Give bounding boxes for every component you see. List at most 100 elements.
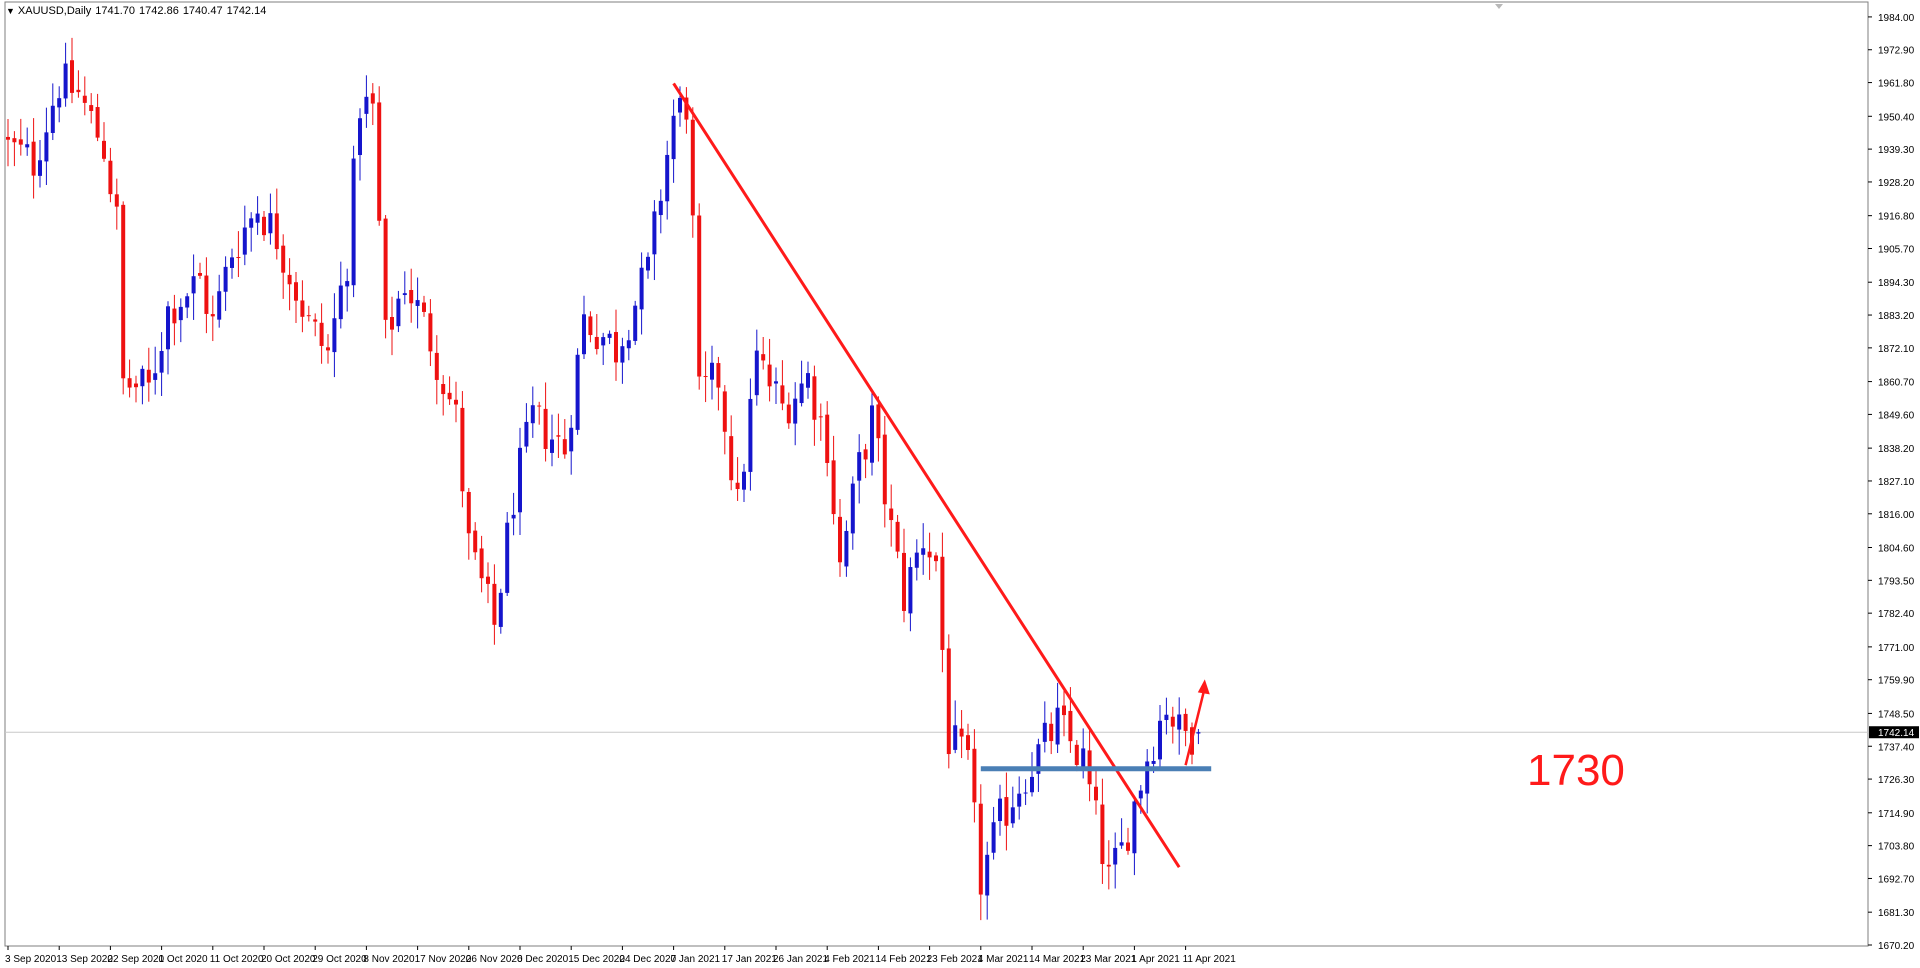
candle-body: [1094, 786, 1098, 801]
candle-body: [63, 63, 68, 99]
candle-body: [1126, 842, 1130, 851]
time-tick-label: 17 Jan 2021: [722, 954, 777, 965]
candle-body: [812, 376, 817, 420]
candle-body: [626, 340, 631, 349]
candle: [569, 415, 574, 475]
price-tick-label: 1793.50: [1878, 576, 1915, 587]
candle: [556, 413, 561, 459]
candle: [588, 311, 593, 343]
candle: [658, 189, 663, 234]
candle-body: [876, 404, 881, 439]
candle: [524, 403, 529, 453]
candle: [326, 334, 330, 364]
candle: [159, 332, 164, 396]
candle-body: [799, 383, 804, 404]
dropdown-triangle-icon[interactable]: ▼: [6, 6, 15, 16]
candle-body: [498, 592, 503, 627]
candle: [89, 93, 94, 124]
candle: [422, 295, 426, 317]
candle: [844, 520, 849, 577]
shift-marker-icon[interactable]: [1495, 4, 1503, 9]
candle-body: [620, 346, 625, 363]
candle-body: [89, 105, 94, 111]
candle-body: [972, 748, 977, 803]
candle-body: [614, 332, 618, 363]
candle-body: [108, 160, 113, 195]
candle-body: [210, 314, 215, 317]
candle: [1042, 701, 1047, 753]
projection-arrow-shaft: [1184, 687, 1207, 766]
price-tick-label: 1737.40: [1878, 742, 1915, 753]
candle-body: [479, 548, 484, 579]
candle-body: [31, 141, 36, 176]
candle: [370, 83, 375, 126]
candle-body: [338, 285, 343, 320]
candle-body: [582, 314, 586, 355]
current-price-tag: [1869, 726, 1919, 739]
candle-body: [1151, 760, 1156, 764]
candle-body: [396, 298, 401, 327]
candle: [902, 528, 906, 623]
candle: [1023, 779, 1028, 806]
time-tick-label: 14 Feb 2021: [875, 954, 932, 965]
candle-body: [300, 300, 305, 317]
open-price: 1741.70: [95, 5, 136, 17]
candle: [1030, 752, 1034, 797]
candle-body: [889, 508, 894, 521]
time-tick-label: 3 Sep 2020: [5, 954, 57, 965]
candle-body: [882, 434, 887, 505]
candle: [774, 367, 778, 405]
candle: [991, 806, 996, 860]
candle-body: [1119, 842, 1124, 846]
time-tick-label: 23 Feb 2021: [927, 954, 984, 965]
time-tick-label: 11 Apr 2021: [1183, 954, 1237, 965]
candle-body: [390, 317, 394, 330]
candle: [1074, 740, 1079, 772]
candle-body: [428, 313, 433, 352]
time-tick-label: 4 Feb 2021: [824, 954, 875, 965]
candle: [486, 562, 490, 604]
candle-body: [735, 482, 740, 490]
candle: [95, 93, 100, 142]
candle-body: [511, 514, 516, 519]
price-tick-label: 1782.40: [1878, 609, 1915, 620]
candle: [1010, 786, 1015, 828]
candle: [1062, 689, 1066, 737]
candle-body: [146, 369, 151, 383]
candle-body: [838, 516, 842, 563]
candle-body: [44, 132, 49, 162]
candle: [786, 392, 791, 429]
candle: [1132, 795, 1137, 876]
candle-body: [556, 435, 561, 437]
candle: [345, 268, 350, 312]
price-tick-label: 1759.90: [1878, 676, 1915, 687]
candle-body: [127, 378, 132, 388]
candle: [518, 427, 522, 535]
symbol-timeframe: XAUUSD,Daily: [17, 5, 92, 17]
candle: [690, 107, 695, 238]
candle: [217, 274, 222, 328]
support-level-annotation: 1730: [1527, 746, 1625, 795]
candle: [838, 498, 842, 577]
candle: [146, 347, 151, 402]
candle-body: [383, 218, 388, 320]
candle: [287, 258, 292, 311]
candle: [863, 443, 868, 479]
candle-body: [223, 266, 228, 292]
high-price: 1742.86: [139, 5, 179, 17]
candle-body: [946, 648, 951, 755]
candle-body: [953, 725, 958, 750]
candle: [473, 522, 478, 560]
candle-body: [70, 60, 74, 93]
candle: [114, 178, 119, 230]
candle: [646, 252, 650, 279]
candle: [921, 523, 926, 575]
price-tick-label: 1838.20: [1878, 444, 1915, 455]
candle-body: [1081, 748, 1086, 767]
candle: [742, 463, 746, 502]
candle: [1055, 682, 1060, 754]
candle-body: [6, 136, 10, 140]
